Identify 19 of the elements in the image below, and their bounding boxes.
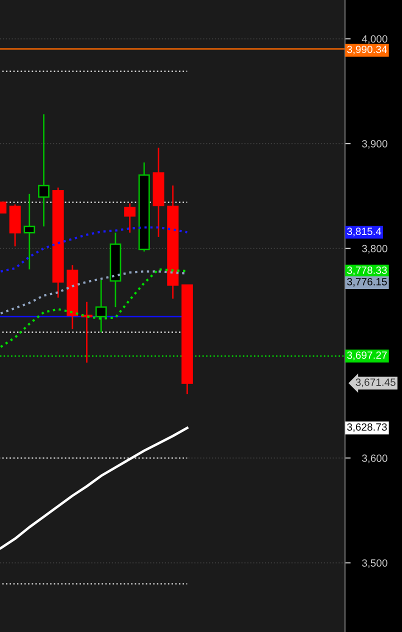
text: 3,671.45	[356, 378, 396, 388]
y-tick-label: 4,000	[362, 35, 388, 44]
text: 3,628.73	[347, 423, 387, 432]
y-tick-label: 3,500	[362, 559, 388, 568]
y-tick-label: 3,800	[362, 244, 388, 254]
text: 3,776.15	[347, 278, 387, 287]
candlestick	[124, 202, 136, 234]
ref-line-label: 3,990.34	[347, 46, 387, 54]
line-series	[0, 426, 188, 550]
y-tick-label: 3,900	[362, 140, 388, 149]
candlestick	[95, 279, 107, 333]
y-tick-label: 3,600	[362, 454, 388, 464]
text: 3,815.4	[347, 228, 382, 236]
line-series	[0, 268, 188, 348]
candlestick	[24, 193, 36, 270]
text: 3,778.33	[347, 266, 387, 276]
line-series	[0, 226, 188, 273]
ref-line-label: 3,697.27	[347, 351, 387, 360]
candlestick	[38, 114, 50, 228]
